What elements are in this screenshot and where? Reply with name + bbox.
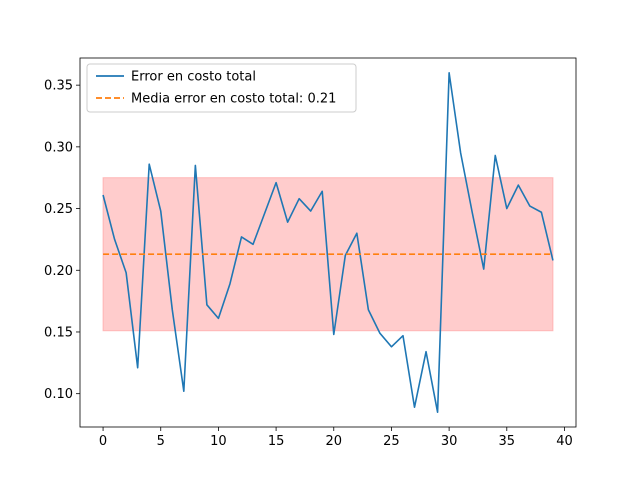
series-layer xyxy=(102,72,554,413)
x-tick-label: 30 xyxy=(441,434,458,449)
x-tick-label: 0 xyxy=(99,434,107,449)
plot-frame xyxy=(79,57,577,428)
y-tick-label: 0.25 xyxy=(44,202,73,217)
x-tick-label: 5 xyxy=(157,434,165,449)
x-tick-label: 10 xyxy=(210,434,227,449)
legend-box xyxy=(86,63,357,113)
y-tick-label: 0.20 xyxy=(44,264,73,279)
legend: Error en costo total Media error en cost… xyxy=(86,63,357,113)
y-tick-label: 0.10 xyxy=(44,387,73,402)
y-tick-label: 0.15 xyxy=(44,325,73,340)
x-tick-label: 20 xyxy=(325,434,342,449)
y-tick-label: 0.30 xyxy=(44,140,73,155)
x-tick-label: 35 xyxy=(499,434,516,449)
y-tick-label: 0.35 xyxy=(44,79,73,94)
legend-label-error: Error en costo total xyxy=(131,70,256,85)
x-tick-label: 40 xyxy=(556,434,573,449)
series-line-error xyxy=(102,72,554,413)
legend-label-mean: Media error en costo total: 0.21 xyxy=(131,92,336,107)
x-axis: 0 5 10 15 20 25 30 35 40 xyxy=(99,427,573,449)
x-tick-label: 15 xyxy=(268,434,285,449)
x-tick-label: 25 xyxy=(383,434,400,449)
y-axis: 0.10 0.15 0.20 0.25 0.30 0.35 xyxy=(44,79,80,402)
